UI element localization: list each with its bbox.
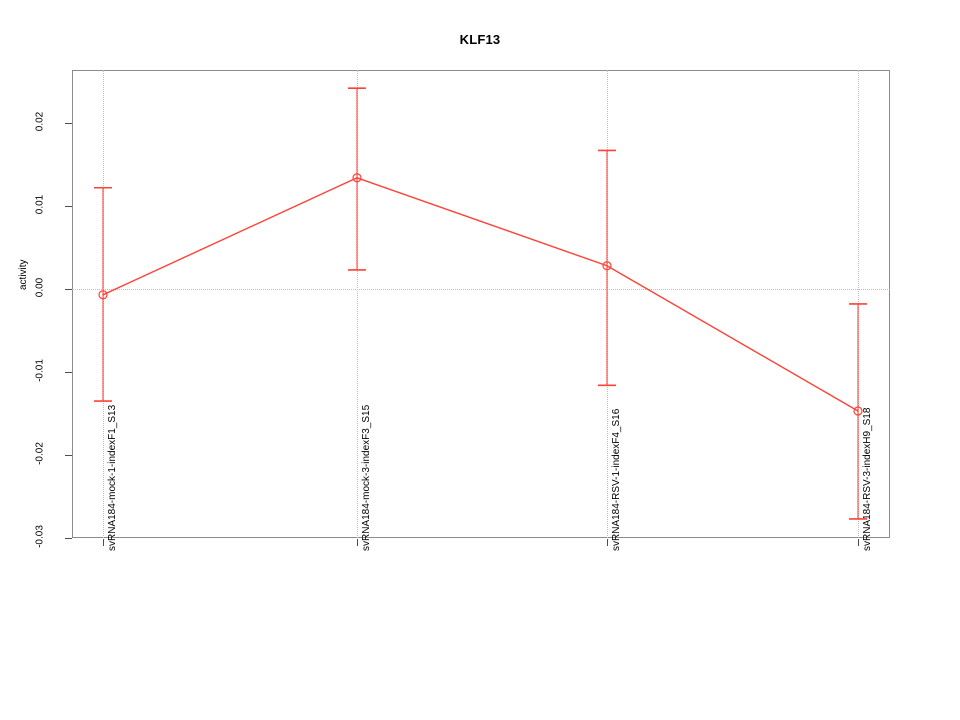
y-axis-tick-mark [65, 206, 72, 207]
y-axis-tick-label: -0.02 [34, 442, 46, 465]
gridline-vertical [858, 70, 859, 538]
gridline-zero [72, 289, 890, 290]
plot-frame [72, 70, 890, 538]
y-axis-tick-label: 0.02 [34, 111, 46, 132]
gridline-vertical [103, 70, 104, 538]
y-axis-tick-label: -0.03 [34, 525, 46, 548]
x-axis-tick-mark [607, 539, 608, 546]
y-axis-tick-label: -0.01 [34, 359, 46, 382]
y-axis-tick-label: 0.01 [34, 194, 46, 215]
gridline-vertical [357, 70, 358, 538]
y-axis-tick-label: 0.00 [34, 277, 46, 298]
x-axis-tick-label: svRNA184-mock-1-indexF1_S13 [107, 404, 118, 551]
page-title: KLF13 [459, 32, 501, 47]
x-axis-tick-mark [103, 539, 104, 546]
gridline-vertical [607, 70, 608, 538]
x-axis-tick-label: svRNA184-mock-3-indexF3_S15 [361, 404, 372, 551]
y-axis-tick-mark [65, 372, 72, 373]
y-axis-title: activity [18, 259, 29, 290]
x-axis-tick-label: svRNA184-RSV-1-indexF4_S16 [611, 408, 622, 551]
y-axis-tick-mark [65, 289, 72, 290]
y-axis-tick-mark [65, 123, 72, 124]
y-axis-tick-mark [65, 455, 72, 456]
x-axis-tick-label: svRNA184-RSV-3-indexH9_S18 [862, 407, 873, 551]
x-axis-tick-mark [858, 539, 859, 546]
y-axis-tick-mark [65, 538, 72, 539]
x-axis-tick-mark [357, 539, 358, 546]
